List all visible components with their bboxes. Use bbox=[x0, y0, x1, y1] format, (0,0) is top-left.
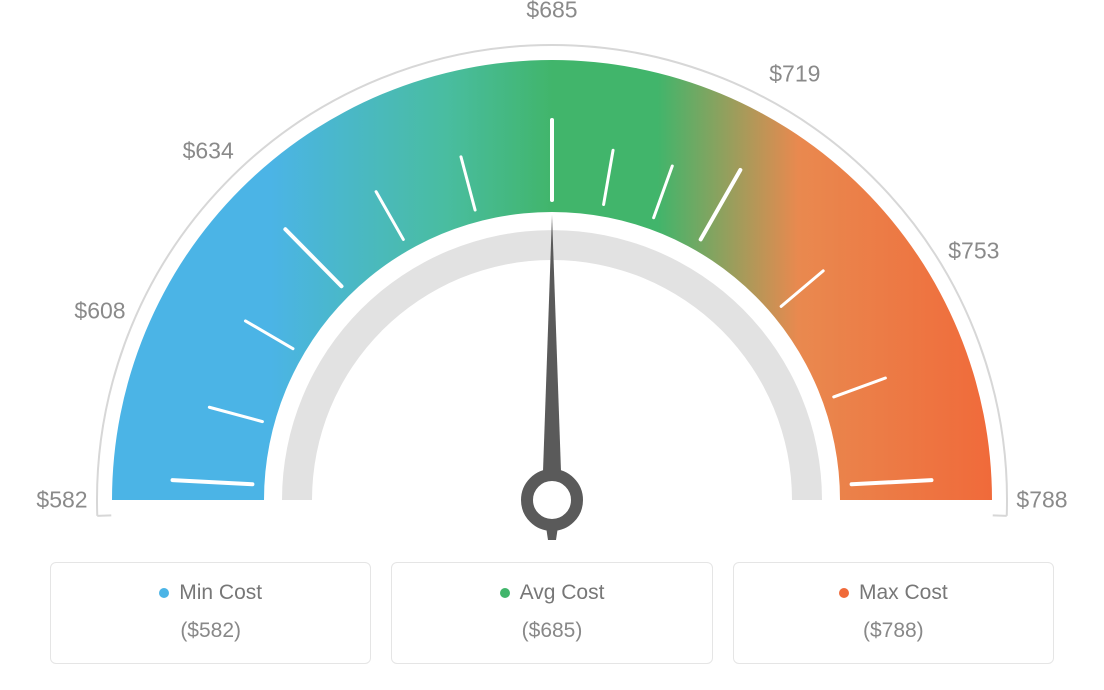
legend-value-avg: ($685) bbox=[402, 619, 701, 643]
legend-card-avg: Avg Cost ($685) bbox=[391, 562, 712, 664]
legend-dot-min bbox=[159, 588, 169, 598]
legend-value-max: ($788) bbox=[744, 619, 1043, 643]
gauge-tick-label: $719 bbox=[769, 61, 820, 88]
legend-row: Min Cost ($582) Avg Cost ($685) Max Cost… bbox=[50, 562, 1054, 664]
gauge-tick-label: $634 bbox=[183, 137, 234, 164]
legend-dot-max bbox=[839, 588, 849, 598]
legend-card-min: Min Cost ($582) bbox=[50, 562, 371, 664]
legend-title-min: Min Cost bbox=[159, 581, 262, 605]
legend-title-max: Max Cost bbox=[839, 581, 948, 605]
gauge-tick-label: $753 bbox=[948, 237, 999, 264]
gauge-area: $582 $608 $634 $685 $719 $753 $788 bbox=[0, 0, 1104, 570]
legend-value-min: ($582) bbox=[61, 619, 360, 643]
gauge-tick-label: $788 bbox=[1016, 487, 1067, 514]
gauge-tick-label: $685 bbox=[526, 0, 577, 24]
gauge-tick-label: $608 bbox=[74, 297, 125, 324]
gauge-chart-container: $582 $608 $634 $685 $719 $753 $788 Min Cost ($… bbox=[0, 0, 1104, 690]
legend-label-avg: Avg Cost bbox=[520, 581, 605, 605]
legend-card-max: Max Cost ($788) bbox=[733, 562, 1054, 664]
gauge-tick-label: $582 bbox=[36, 487, 87, 514]
legend-label-min: Min Cost bbox=[179, 581, 262, 605]
legend-label-max: Max Cost bbox=[859, 581, 948, 605]
legend-dot-avg bbox=[500, 588, 510, 598]
legend-title-avg: Avg Cost bbox=[500, 581, 605, 605]
gauge-svg bbox=[0, 0, 1104, 570]
